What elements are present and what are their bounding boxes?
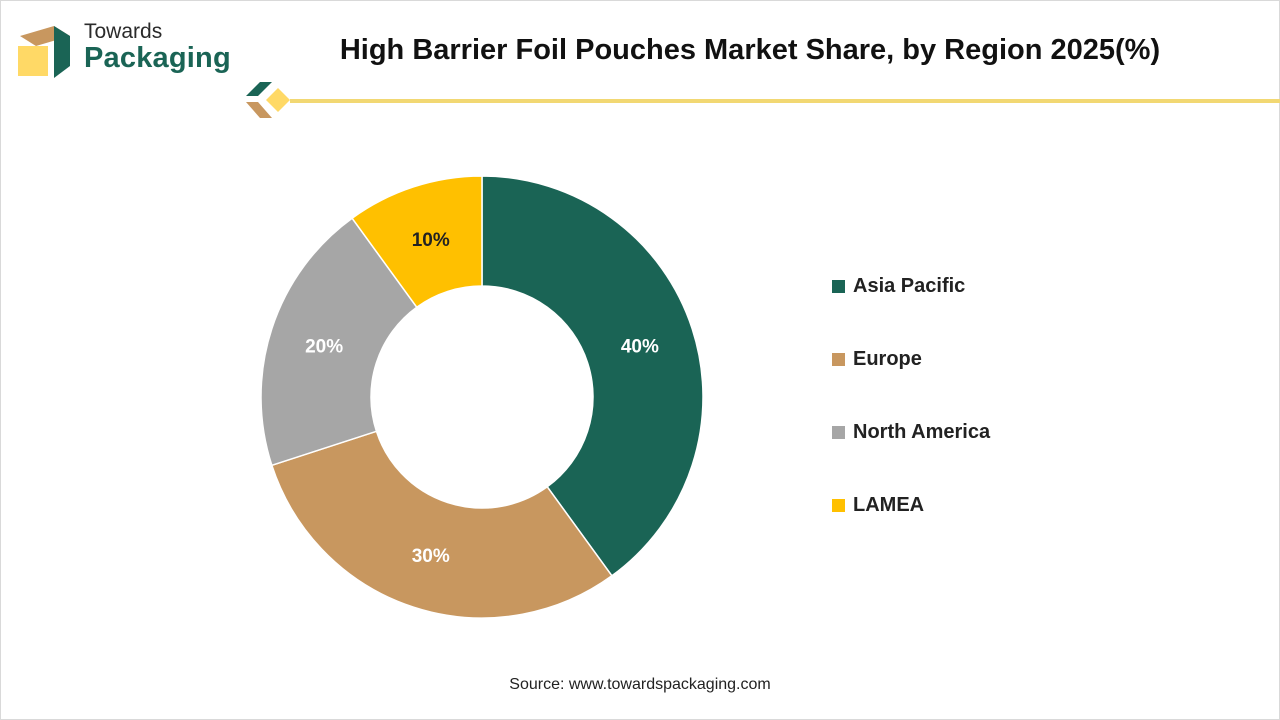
legend-label: Europe: [853, 347, 922, 370]
donut-slice-north-america: [260, 217, 418, 467]
legend-swatch: [832, 279, 845, 293]
data-label-north-america: 20%: [305, 337, 343, 358]
divider-diamond-icon: [246, 82, 290, 118]
legend-label: LAMEA: [853, 493, 925, 516]
title-divider: [290, 99, 1280, 103]
data-label-asia-pacific: 40%: [621, 337, 659, 358]
legend-item-europe: Europe: [832, 345, 922, 373]
data-label-lamea: 10%: [412, 230, 450, 251]
donut-slice-europe: [270, 430, 613, 619]
legend-swatch: [832, 352, 845, 366]
donut-slice-asia-pacific: [481, 175, 704, 577]
brand-name-line1: Towards: [84, 20, 163, 43]
legend-item-asia-pacific: Asia Pacific: [832, 272, 965, 300]
chart-title: High Barrier Foil Pouches Market Share, …: [339, 34, 1161, 66]
legend-label: Asia Pacific: [853, 274, 966, 297]
data-label-europe: 30%: [412, 546, 450, 567]
legend-swatch: [832, 498, 845, 512]
box-logo-icon: [18, 26, 70, 78]
brand-logo: Towards Packaging: [14, 18, 244, 82]
legend-item-north-america: North America: [832, 418, 990, 446]
donut-slice-lamea: [351, 175, 483, 309]
source-note: Source: www.towardspackaging.com: [509, 676, 771, 693]
brand-name-line2: Packaging: [84, 42, 231, 74]
legend-label: North America: [853, 420, 991, 443]
legend-item-lamea: LAMEA: [832, 491, 924, 519]
legend-swatch: [832, 425, 845, 439]
